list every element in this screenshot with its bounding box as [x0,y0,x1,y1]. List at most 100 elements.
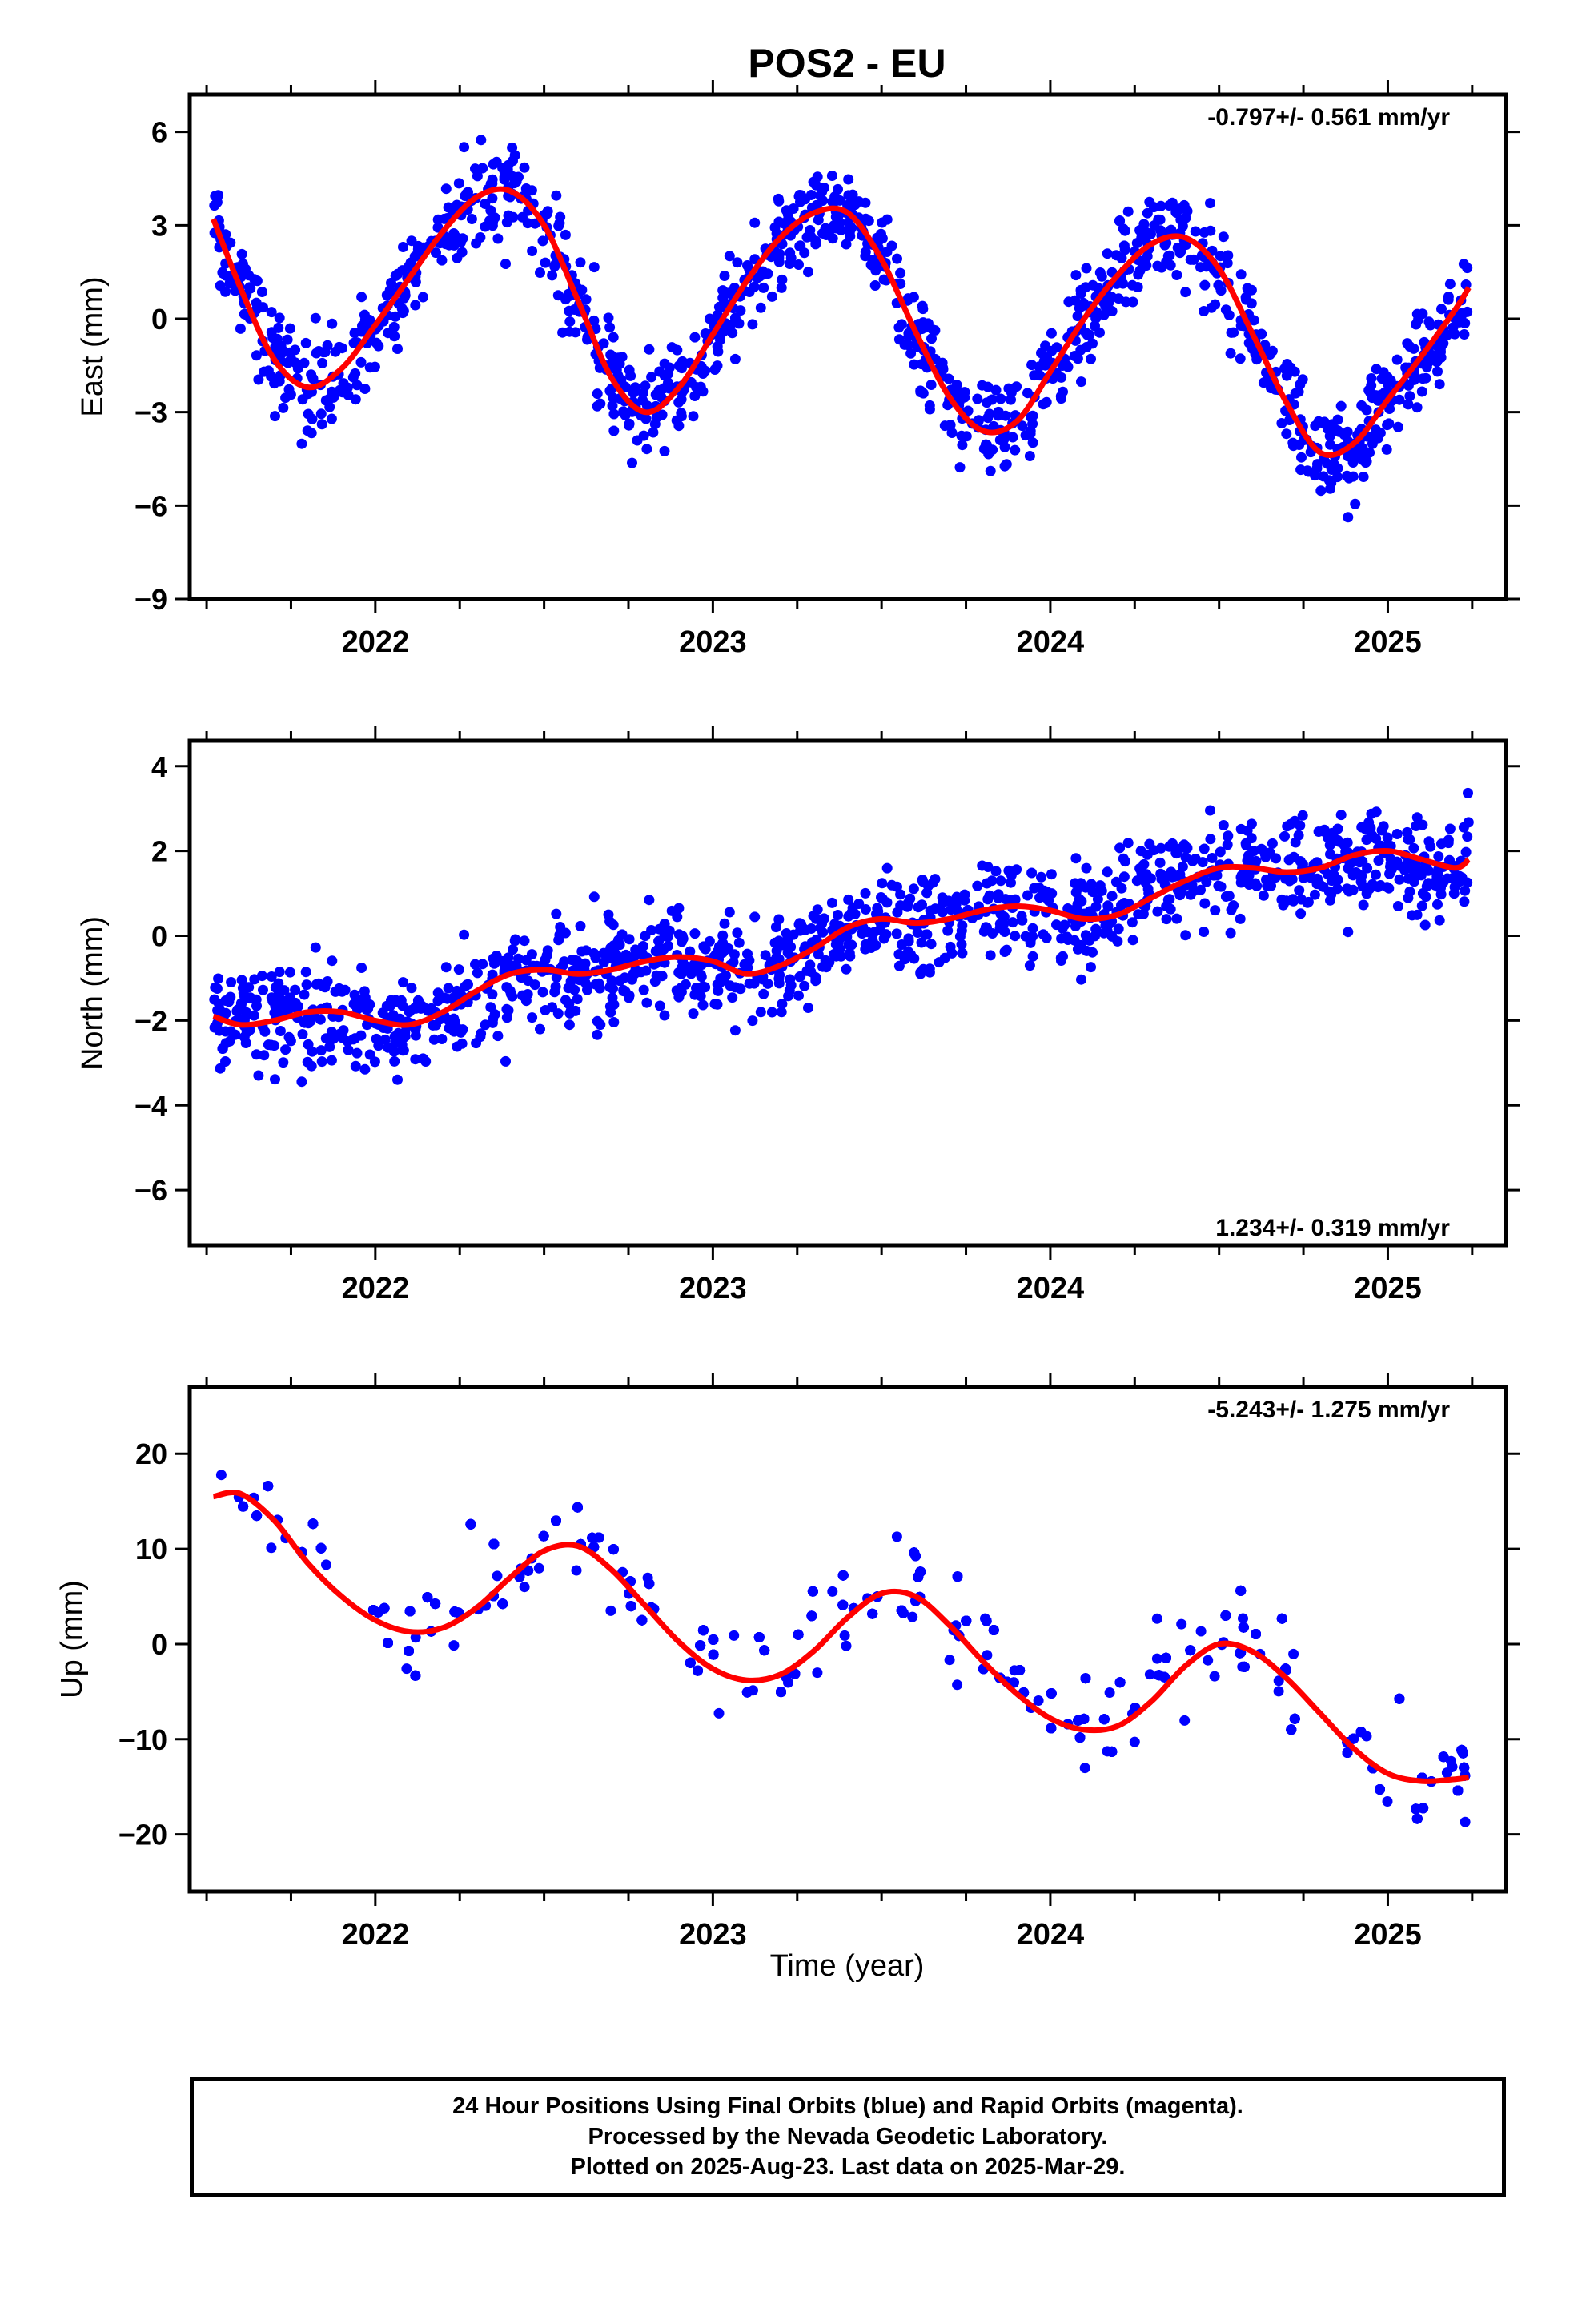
data-point [957,920,968,931]
data-point [1113,923,1124,935]
data-point [676,394,687,405]
data-point [1199,898,1211,909]
data-point [560,294,571,305]
panel-1: −6 −4 −2 0 2 4 2022 2023 2024 2025 North (mm) 1.234… [76,726,1520,1305]
data-point [926,333,937,344]
data-point [1248,315,1259,326]
data-point [1142,228,1153,239]
data-point [1133,269,1144,280]
data-point [713,985,724,996]
data-point [1251,1629,1261,1639]
data-point [766,291,777,302]
data-point [1199,927,1210,937]
data-point [1357,455,1368,465]
data-point [388,321,400,332]
data-point [990,384,1002,396]
x-axis-label: Time (year) [770,1949,925,1983]
data-point [944,1655,955,1666]
data-point [729,1630,740,1641]
data-point [829,196,840,207]
data-point [1463,787,1473,798]
data-point [550,981,561,992]
data-point [1106,931,1118,942]
data-point [1394,394,1405,405]
data-point [278,402,289,413]
data-point [1171,848,1182,859]
data-point [316,1056,327,1068]
data-point [984,890,995,901]
data-point [1059,919,1070,931]
data-point [987,928,998,939]
data-point [688,411,699,422]
data-point [1281,895,1292,907]
data-point [1375,880,1386,891]
data-point [1458,259,1469,270]
data-point [881,214,893,225]
data-point [867,1608,878,1619]
data-point [471,238,482,249]
data-point [1332,463,1343,474]
data-point [1459,896,1470,907]
data-point [410,300,421,311]
data-point [336,1032,347,1043]
data-point [637,395,648,406]
data-point [480,221,491,232]
data-point [1070,270,1082,281]
y-tick-label: −6 [135,489,167,522]
data-point [327,318,338,329]
data-point [1447,1761,1458,1772]
data-point [266,971,277,982]
data-point [716,944,727,955]
data-point [1185,1645,1196,1656]
data-point [560,995,571,1006]
data-point [749,911,761,923]
data-point [356,963,367,973]
data-point [1106,1746,1118,1757]
data-point [717,285,729,296]
data-point [715,330,726,341]
data-point [1423,836,1435,847]
data-point [943,373,954,384]
data-point [1423,865,1434,876]
data-point [1409,872,1420,883]
data-point [300,337,311,348]
data-point [1276,1613,1287,1624]
footer-line-3: Plotted on 2025-Aug-23. Last data on 202… [570,2154,1126,2180]
data-point [646,925,657,935]
data-point [810,971,821,983]
data-point [582,334,592,345]
data-point [1256,328,1267,340]
data-point [735,305,746,316]
data-point [470,959,480,970]
data-point [477,959,488,970]
data-point [845,951,856,962]
data-point [857,928,868,939]
data-point [817,187,828,197]
data-point [369,361,380,372]
data-point [1347,870,1359,881]
data-point [663,931,674,942]
data-point [1324,839,1335,850]
data-point [805,225,816,235]
data-point [273,978,284,989]
data-point [492,1031,504,1042]
data-point [580,945,592,956]
y-tick-label: −4 [135,1089,167,1122]
data-point [946,904,957,915]
data-point [634,967,645,978]
data-point [537,235,548,247]
data-point [1315,485,1327,497]
data-point [603,312,614,324]
data-point [1179,1715,1191,1726]
data-point [1295,820,1306,831]
data-point [359,1063,371,1075]
data-point [1434,915,1445,926]
data-point [1040,340,1051,352]
data-point [946,428,958,438]
data-point [253,1070,264,1081]
data-point [465,1518,476,1530]
data-point [278,346,289,357]
data-point [689,332,701,343]
data-point [1126,279,1138,291]
data-point [695,1640,706,1651]
